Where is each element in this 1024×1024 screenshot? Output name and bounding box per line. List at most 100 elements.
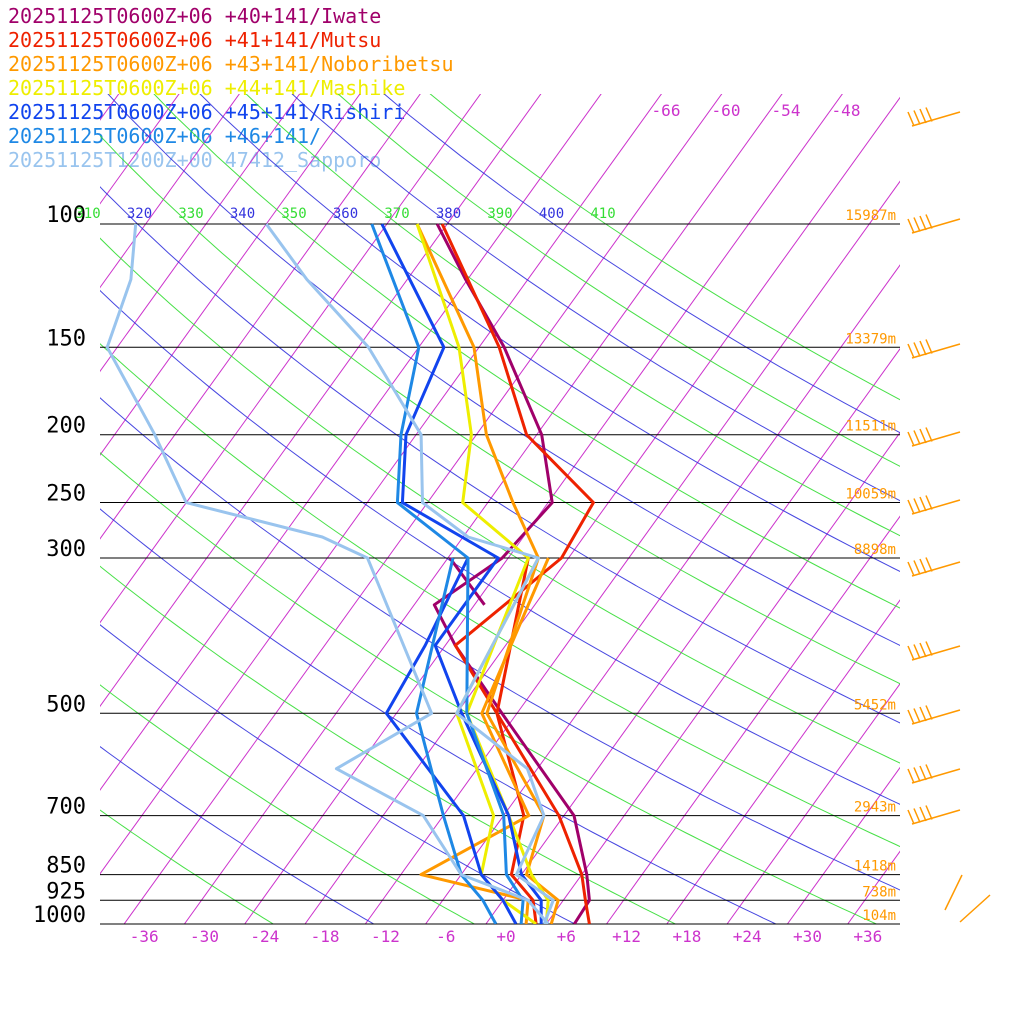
wind-barb-feather bbox=[919, 428, 927, 444]
pressure-label: 850 bbox=[46, 854, 86, 879]
wind-barb-feather bbox=[913, 430, 921, 445]
wind-barb-feather bbox=[919, 558, 927, 574]
isotherm-line bbox=[304, 96, 900, 924]
dry-adiabat-line bbox=[100, 186, 900, 724]
series-1-temp-line bbox=[440, 223, 595, 924]
wind-barb-feather bbox=[913, 767, 921, 782]
legend-entry: 20251125T0600Z+06 +41+141/Mutsu bbox=[8, 28, 382, 52]
wind-barb-feather bbox=[919, 496, 927, 512]
wind-barb bbox=[959, 894, 991, 923]
wind-barb-feather bbox=[925, 805, 933, 820]
theta-label: 360 bbox=[333, 206, 358, 222]
x-tick-label: +0 bbox=[496, 927, 515, 946]
wind-barb-feather bbox=[907, 343, 915, 359]
wind-barb-feather bbox=[925, 339, 933, 354]
wind-barb-feather bbox=[907, 645, 915, 661]
dry-adiabat-line bbox=[100, 397, 900, 891]
dry-adiabat-line bbox=[153, 94, 900, 609]
series-6-temp-line bbox=[265, 223, 555, 924]
pressure-label: 925 bbox=[46, 879, 86, 904]
isotherm-line bbox=[100, 94, 301, 373]
dry-adiabat-line bbox=[100, 134, 900, 685]
wind-barb-feather bbox=[925, 214, 933, 229]
x-tick-label: -24 bbox=[250, 927, 279, 946]
wind-barb-feather bbox=[919, 642, 927, 658]
height-label: 1418m bbox=[854, 859, 896, 875]
isotherm-line bbox=[666, 599, 900, 924]
wind-barb-feather bbox=[913, 644, 921, 659]
isotherm-line bbox=[100, 94, 240, 289]
wind-barb-feather bbox=[925, 427, 933, 442]
wind-barb-feather bbox=[913, 342, 921, 357]
profiles-group bbox=[105, 223, 595, 924]
height-label: 10059m bbox=[845, 487, 896, 503]
x-tick-label: -36 bbox=[130, 927, 159, 946]
height-label: 15987m bbox=[845, 208, 896, 224]
wind-barb-feather bbox=[919, 806, 927, 822]
wind-barb-feather bbox=[913, 708, 921, 723]
isotherm-label: -48 bbox=[832, 101, 861, 120]
theta-label: 370 bbox=[384, 206, 409, 222]
wind-barb-feather bbox=[925, 764, 933, 779]
dry-adiabat-line bbox=[107, 94, 900, 646]
x-tick-label: +6 bbox=[557, 927, 576, 946]
isotherm-line bbox=[100, 94, 361, 456]
theta-label: 410 bbox=[590, 206, 615, 222]
isotherm-line bbox=[425, 264, 900, 924]
x-tick-label: -6 bbox=[436, 927, 455, 946]
legend-entry: 20251125T0600Z+06 +44+141/Mashike bbox=[8, 76, 406, 100]
isotherm-line bbox=[726, 682, 900, 924]
series-5-temp-line bbox=[370, 223, 525, 924]
height-label: 2943m bbox=[854, 800, 896, 816]
dry-adiabat-line bbox=[199, 94, 900, 573]
wind-barb-feather bbox=[907, 561, 915, 577]
dry-adiabat-line bbox=[100, 237, 900, 764]
height-label: 5452m bbox=[854, 697, 896, 713]
theta-label: 320 bbox=[127, 206, 152, 222]
x-tick-label: +18 bbox=[672, 927, 701, 946]
dry-adiabat-line bbox=[100, 452, 878, 924]
wind-barb-feather bbox=[919, 215, 927, 231]
dry-adiabat-line bbox=[100, 809, 275, 924]
isotherm-line bbox=[100, 94, 482, 624]
wind-barb-feather bbox=[925, 641, 933, 656]
x-tick-label: +24 bbox=[733, 927, 762, 946]
legend-entry: 20251125T1200Z+00 47412_Sapporo bbox=[8, 148, 382, 172]
height-label: 11511m bbox=[845, 419, 896, 435]
series-0-temp-line bbox=[432, 223, 591, 924]
wind-barb-feather bbox=[907, 768, 915, 784]
isotherm-line bbox=[908, 69, 1024, 924]
isotherm-label: -66 bbox=[652, 101, 681, 120]
wind-barb bbox=[944, 874, 963, 911]
height-label: 8898m bbox=[854, 542, 896, 558]
wind-barb-feather bbox=[925, 107, 933, 122]
wind-barb-feather bbox=[913, 808, 921, 823]
wind-barb-feather bbox=[919, 765, 927, 781]
x-tick-label: +36 bbox=[853, 927, 882, 946]
series-4-dewp-line bbox=[384, 557, 518, 924]
legend-entry: 20251125T0600Z+06 +40+141/Iwate bbox=[8, 4, 382, 28]
wind-barb-feather bbox=[907, 499, 915, 515]
wind-barb-feather bbox=[919, 340, 927, 356]
isotherm-line bbox=[183, 94, 783, 924]
wind-barb-feather bbox=[925, 705, 933, 720]
isotherm-line bbox=[100, 94, 663, 875]
height-label: 104m bbox=[862, 908, 896, 924]
wind-barb-feather bbox=[925, 495, 933, 510]
isotherm-line bbox=[100, 94, 542, 708]
dry-adiabat-line bbox=[100, 565, 677, 924]
series-2-dewp-line bbox=[419, 557, 550, 924]
theta-label: 340 bbox=[230, 206, 255, 222]
pressure-label: 100 bbox=[46, 203, 86, 228]
isotherm-line bbox=[100, 94, 421, 540]
isotherm-line bbox=[100, 94, 180, 205]
series-6-dewp-line bbox=[105, 223, 550, 924]
isotherm-line bbox=[100, 94, 602, 791]
pressure-label: 300 bbox=[46, 537, 86, 562]
dry-adiabat-line bbox=[100, 624, 576, 924]
legend-entry: 20251125T0600Z+06 +43+141/Noboribetsu bbox=[8, 52, 454, 76]
x-tick-label: +30 bbox=[793, 927, 822, 946]
wind-barb-feather bbox=[913, 498, 921, 513]
legend: 20251125T0600Z+06 +40+141/Iwate 20251125T… bbox=[8, 4, 454, 172]
